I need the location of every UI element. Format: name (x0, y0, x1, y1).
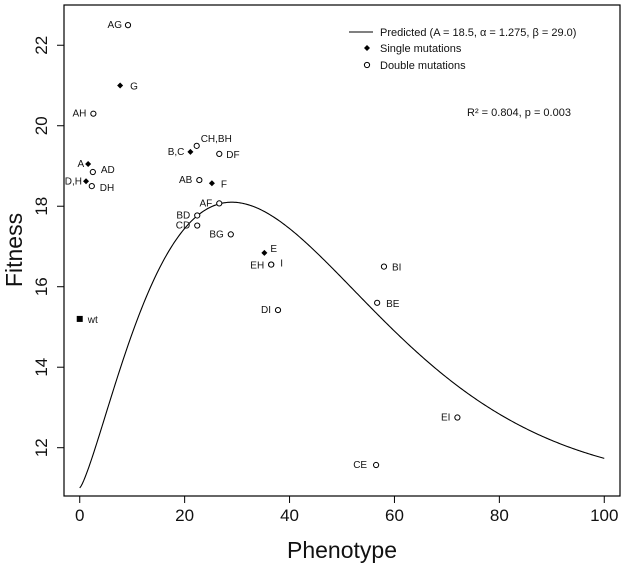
double-mutation-label: AF (199, 198, 212, 209)
double-mutation-label: CD (176, 221, 190, 232)
legend-circle-marker (363, 61, 371, 69)
legend: Predicted (A = 18.5, α = 1.275, β = 29.0… (349, 27, 576, 72)
double-mutation-marker (196, 176, 203, 184)
double-mutation-label: CE (353, 460, 367, 471)
y-tick-label: 22 (32, 36, 51, 55)
x-tick-label: 0 (75, 506, 84, 525)
x-tick-label: 40 (280, 506, 299, 525)
double-mutation-marker (380, 263, 388, 270)
predicted-curve (79, 201, 605, 489)
double-mutation-label: AH (72, 109, 86, 120)
double-mutation-label: EH (250, 261, 264, 272)
plot-frame (63, 4, 621, 497)
single-mutation-label: E (270, 244, 277, 255)
x-axis-title: Phenotype (287, 537, 397, 563)
double-mutation-marker (124, 22, 132, 29)
x-tick-label: 80 (490, 506, 509, 525)
double-mutation-marker (194, 222, 201, 229)
wild-type-marker (76, 315, 83, 322)
r-squared-annotation: R² = 0.804, p = 0.003 (467, 107, 571, 119)
double-mutation-label: AG (108, 20, 123, 31)
double-mutation-marker (90, 110, 97, 117)
double-mutation-label: BE (386, 299, 400, 310)
double-mutation-label: BD (176, 210, 190, 221)
double-mutation-label: BG (209, 229, 224, 240)
double-mutation-label: CH,BH (201, 134, 232, 145)
double-mutation-marker (193, 142, 200, 149)
double-mutation-marker (274, 306, 282, 314)
y-tick-label: 14 (32, 358, 51, 377)
legend-single-label: Single mutations (380, 43, 462, 55)
single-mutation-marker (208, 180, 215, 187)
single-mutation-marker (83, 178, 90, 185)
y-axis-title: Fitness (1, 213, 27, 287)
single-mutation-marker (187, 148, 194, 155)
single-mutation-label: G (130, 81, 138, 92)
y-axis: 12 14 16 18 20 22 (32, 36, 64, 457)
y-tick-label: 18 (32, 197, 51, 216)
double-mutation-marker (89, 168, 96, 176)
double-mutation-label: AB (179, 175, 193, 186)
x-tick-label: 100 (590, 506, 618, 525)
double-mutation-label: DF (226, 150, 239, 161)
single-mutation-marker (261, 249, 268, 256)
y-tick-label: 12 (32, 438, 51, 457)
double-mutation-label: EI (441, 413, 450, 424)
double-mutation-label: BI (392, 263, 401, 274)
x-axis: 0 20 40 60 80 100 (75, 496, 618, 525)
single-mutation-label: F (221, 179, 227, 190)
double-mutation-marker (268, 261, 275, 268)
double-mutation-label: AD (101, 165, 115, 176)
double-mutation-marker (216, 200, 223, 207)
single-mutation-label: A (77, 159, 84, 170)
single-mutation-marker (85, 160, 92, 167)
y-tick-label: 16 (32, 277, 51, 296)
double-mutation-marker (194, 212, 201, 219)
x-tick-label: 20 (175, 506, 194, 525)
y-tick-label: 20 (32, 116, 51, 135)
double-mutation-marker (454, 414, 461, 421)
wild-type-label: wt (87, 315, 98, 326)
legend-predicted-label: Predicted (A = 18.5, α = 1.275, β = 29.0… (380, 27, 576, 39)
double-mutation-marker (372, 461, 380, 469)
double-mutation-marker (227, 231, 234, 238)
double-mutation-label: DH (100, 183, 114, 194)
single-mutation-label: B,C (168, 147, 185, 158)
single-mutation-label: D,H (65, 176, 82, 187)
double-mutation-marker (216, 150, 223, 158)
double-mutation-marker (88, 183, 95, 190)
legend-double-label: Double mutations (380, 60, 466, 72)
double-mutation-label: DI (261, 305, 271, 316)
double-mutation-label: I (280, 259, 283, 270)
legend-diamond-marker (364, 45, 370, 51)
x-tick-label: 60 (385, 506, 404, 525)
double-mutation-marker (374, 299, 381, 306)
single-mutation-marker (117, 82, 124, 89)
